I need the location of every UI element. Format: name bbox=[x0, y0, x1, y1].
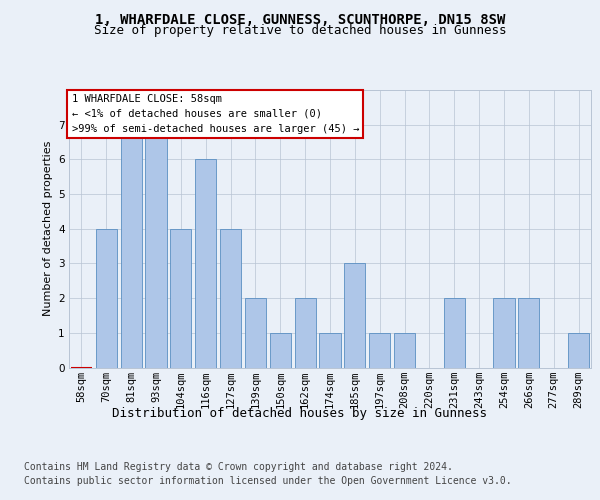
Text: 1, WHARFDALE CLOSE, GUNNESS, SCUNTHORPE, DN15 8SW: 1, WHARFDALE CLOSE, GUNNESS, SCUNTHORPE,… bbox=[95, 12, 505, 26]
Bar bbox=[518, 298, 539, 368]
Bar bbox=[96, 229, 117, 368]
Bar bbox=[245, 298, 266, 368]
Y-axis label: Number of detached properties: Number of detached properties bbox=[43, 141, 53, 316]
Text: Contains HM Land Registry data © Crown copyright and database right 2024.: Contains HM Land Registry data © Crown c… bbox=[24, 462, 453, 472]
Bar bbox=[394, 333, 415, 368]
Bar bbox=[170, 229, 191, 368]
Text: Contains public sector information licensed under the Open Government Licence v3: Contains public sector information licen… bbox=[24, 476, 512, 486]
Bar bbox=[121, 124, 142, 368]
Bar bbox=[344, 264, 365, 368]
Text: 1 WHARFDALE CLOSE: 58sqm
← <1% of detached houses are smaller (0)
>99% of semi-d: 1 WHARFDALE CLOSE: 58sqm ← <1% of detach… bbox=[71, 94, 359, 134]
Bar bbox=[493, 298, 515, 368]
Bar bbox=[270, 333, 291, 368]
Bar bbox=[195, 160, 216, 368]
Bar bbox=[145, 124, 167, 368]
Text: Distribution of detached houses by size in Gunness: Distribution of detached houses by size … bbox=[113, 408, 487, 420]
Bar bbox=[369, 333, 390, 368]
Bar bbox=[220, 229, 241, 368]
Text: Size of property relative to detached houses in Gunness: Size of property relative to detached ho… bbox=[94, 24, 506, 37]
Bar bbox=[444, 298, 465, 368]
Bar bbox=[295, 298, 316, 368]
Bar bbox=[319, 333, 341, 368]
Bar bbox=[568, 333, 589, 368]
